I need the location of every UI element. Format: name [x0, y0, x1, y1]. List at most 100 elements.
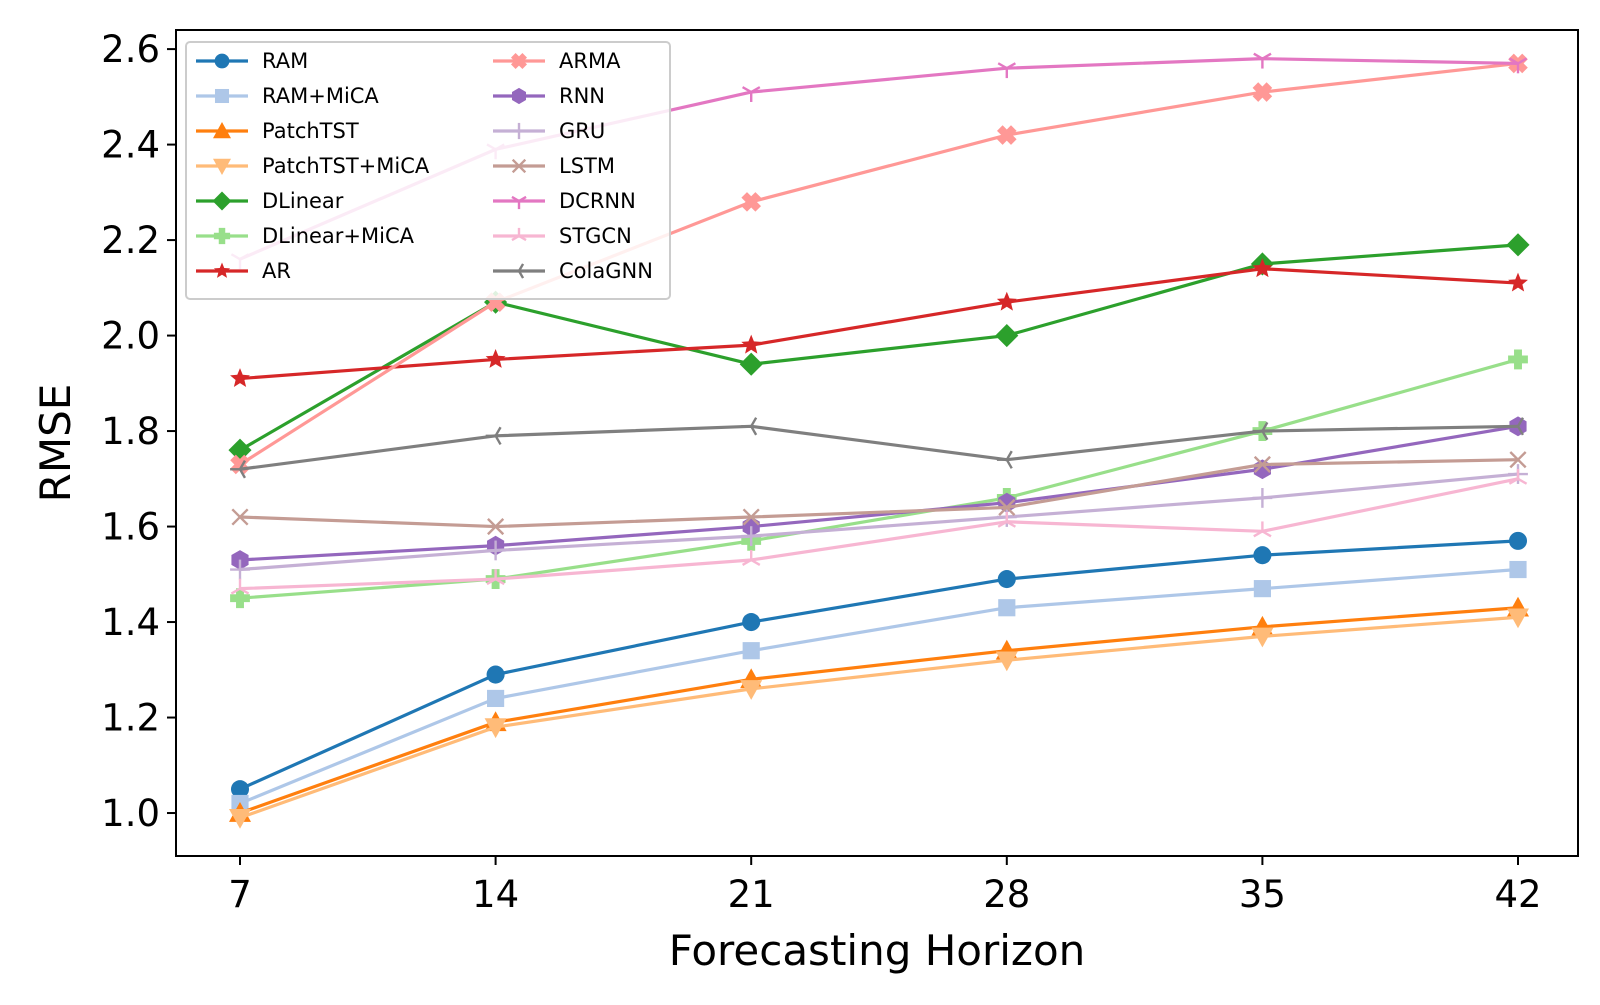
- legend-marker-lstm: [511, 158, 527, 174]
- legend-item-patchtst-mica: PatchTST+MiCA: [196, 154, 430, 178]
- legend-label: RAM+MiCA: [262, 84, 379, 108]
- data-point-dlinear-7: [228, 438, 252, 462]
- data-point-colagnn-7: [230, 460, 246, 479]
- legend: RAM RAM+MiCA PatchTST PatchTST+MiCA DLinear D…: [185, 41, 671, 300]
- legend-marker-colagnn: [510, 263, 525, 279]
- legend-marker-ram-mica: [214, 88, 230, 104]
- series-line-lstm: [239, 458, 1519, 529]
- legend-marker-patchtst: [213, 122, 231, 139]
- legend-marker-ar: [213, 262, 231, 278]
- data-point-ram-42: [1508, 531, 1528, 550]
- legend-item-dlinear-mica: DLinear+MiCA: [196, 224, 415, 248]
- legend-label: AR: [262, 259, 291, 283]
- data-point-dcrnn-42: [1508, 57, 1528, 74]
- data-point-ram-mica-28: [998, 599, 1016, 617]
- y-tick-label: 2.6: [101, 28, 160, 71]
- data-point-colagnn-28: [996, 450, 1013, 469]
- legend-label: DCRNN: [559, 189, 636, 213]
- data-point-ram-14: [486, 665, 505, 684]
- chart-marks: [228, 52, 1530, 829]
- series-line-ram-mica: [239, 567, 1519, 805]
- series-line-colagnn: [239, 424, 1519, 471]
- data-point-gru-14: [485, 540, 506, 561]
- data-point-ram-mica-35: [1253, 580, 1271, 598]
- legend-item-rnn: RNN: [493, 84, 605, 108]
- y-tick-label: 2.4: [101, 124, 160, 167]
- series-dlinear-mica: [230, 349, 1528, 609]
- data-point-stgcn-35: [1253, 521, 1272, 538]
- data-point-stgcn-21: [741, 550, 761, 566]
- series-stgcn: [230, 468, 1528, 595]
- data-point-gru-7: [230, 559, 250, 580]
- data-point-colagnn-21: [741, 417, 758, 436]
- y-axis: 1.0 1.2 1.4 1.6 1.8 2.0 2.2 2.4 2.6: [101, 28, 176, 835]
- legend-label: PatchTST: [262, 119, 359, 143]
- series-ram: [230, 531, 1528, 799]
- legend-label: GRU: [559, 119, 605, 143]
- legend-item-ram-mica: RAM+MiCA: [196, 84, 379, 108]
- x-tick-label: 42: [1494, 873, 1541, 916]
- legend-marker-dlinear: [212, 191, 232, 211]
- x-tick-label: 14: [472, 873, 519, 916]
- y-tick-label: 2.2: [101, 219, 160, 262]
- series-ram-mica: [231, 560, 1527, 813]
- series-line-ar: [239, 267, 1519, 381]
- series-line-patchtst-mica: [239, 615, 1519, 820]
- data-point-lstm-7: [231, 508, 249, 526]
- data-point-ram-mica-14: [487, 689, 505, 708]
- data-point-ram-7: [230, 780, 250, 799]
- data-point-gru-35: [1252, 488, 1273, 508]
- x-axis: 7 14 21 28 35 42: [228, 856, 1542, 916]
- y-tick-label: 1.0: [101, 792, 160, 835]
- data-point-arma-21: [741, 192, 762, 212]
- series-line-stgcn: [239, 477, 1519, 591]
- series-rnn: [231, 416, 1527, 570]
- legend-marker-ram: [214, 53, 230, 69]
- series-line-patchtst: [239, 606, 1519, 815]
- data-point-ram-35: [1253, 546, 1272, 565]
- legend-item-arma: ARMA: [493, 49, 621, 73]
- legend-item-stgcn: STGCN: [493, 224, 632, 248]
- x-tick-label: 28: [983, 873, 1030, 916]
- data-point-stgcn-7: [230, 578, 250, 595]
- series-colagnn: [230, 417, 1524, 479]
- data-point-stgcn-28: [997, 511, 1017, 528]
- data-point-ar-28: [996, 291, 1017, 311]
- data-point-dlinear-21: [739, 352, 763, 376]
- data-point-lstm-42: [1509, 451, 1527, 469]
- data-point-dcrnn-35: [1253, 52, 1272, 69]
- data-point-ar-42: [1508, 272, 1528, 292]
- legend-marker-rnn: [511, 87, 527, 105]
- legend-label: STGCN: [559, 224, 632, 248]
- data-point-stgcn-42: [1508, 468, 1528, 485]
- legend-marker-dlinear-mica: [213, 227, 231, 245]
- data-point-dlinear-28: [995, 324, 1019, 348]
- data-point-lstm-14: [487, 518, 505, 536]
- data-point-ar-14: [485, 348, 506, 368]
- legend-label: PatchTST+MiCA: [262, 154, 430, 178]
- legend-marker-stgcn: [511, 227, 527, 242]
- data-point-dcrnn-21: [741, 86, 761, 102]
- legend-label: LSTM: [559, 154, 615, 178]
- y-tick-label: 1.6: [101, 506, 160, 549]
- series-patchtst-mica: [229, 608, 1529, 829]
- data-point-dlinear-mica-7: [230, 588, 250, 609]
- legend-marker-arma: [510, 52, 528, 70]
- data-point-colagnn-35: [1252, 421, 1269, 441]
- data-point-ram-mica-21: [742, 642, 760, 660]
- data-point-patchtst-mica-28: [995, 651, 1018, 672]
- data-point-lstm-35: [1253, 455, 1271, 474]
- data-point-ar-21: [741, 334, 762, 354]
- series-line-dlinear-mica: [239, 357, 1519, 600]
- legend-item-lstm: LSTM: [493, 154, 615, 178]
- data-point-patchtst-mica-42: [1507, 608, 1529, 629]
- data-point-ar-7: [230, 368, 250, 387]
- data-point-arma-28: [996, 125, 1017, 145]
- series-line-dlinear: [239, 243, 1519, 452]
- legend-marker-gru: [510, 122, 528, 140]
- data-point-stgcn-14: [486, 569, 505, 586]
- legend-marker-patchtst-mica: [213, 158, 231, 175]
- data-point-colagnn-14: [485, 426, 502, 446]
